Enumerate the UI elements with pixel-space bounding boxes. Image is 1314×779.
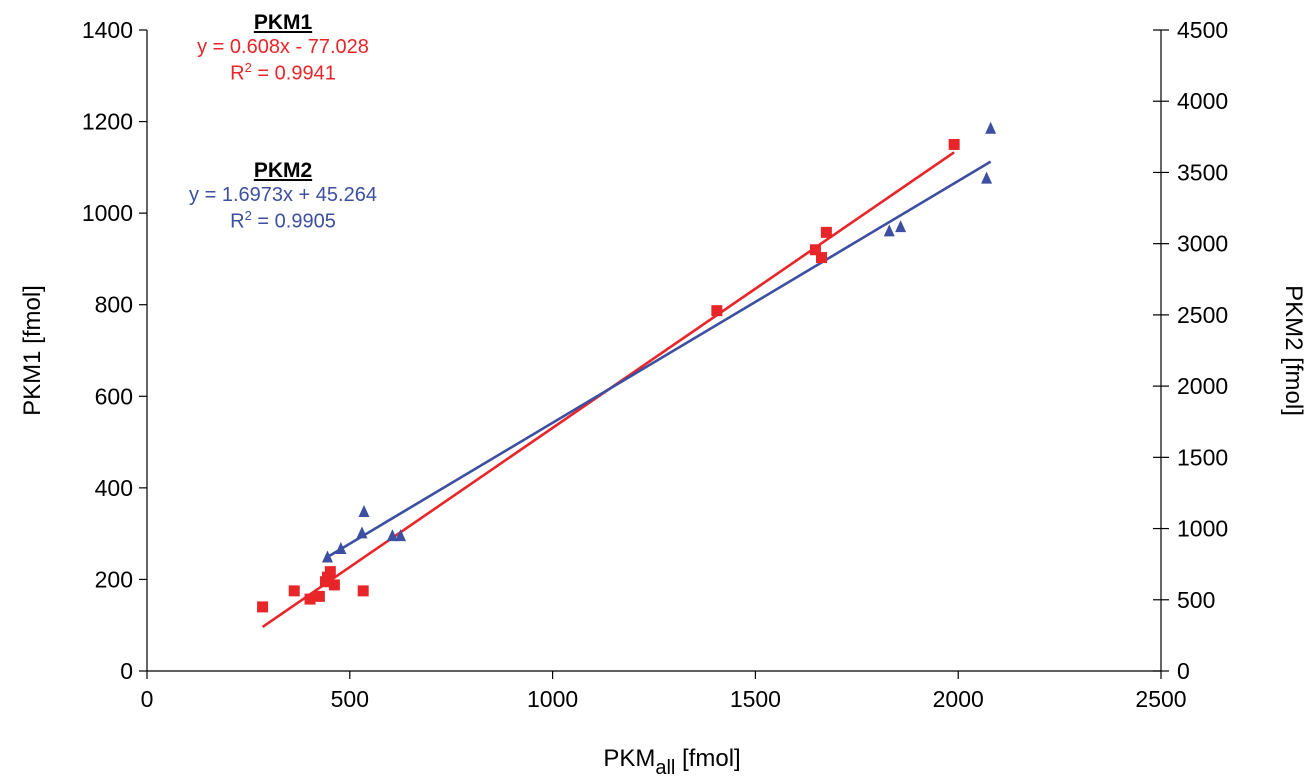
pkm1-point [328, 579, 340, 591]
right-y-axis-title: PKM2 [fmol] [1280, 285, 1307, 416]
trendlines [261, 151, 992, 629]
pkm2-point [985, 121, 997, 134]
right-y-tick-label: 1000 [1177, 516, 1228, 542]
left-y-axis-title: PKM1 [fmol] [19, 285, 46, 416]
pkm2-point [895, 220, 907, 233]
pkm1-point [711, 305, 723, 317]
right-y-tick-label: 2000 [1177, 373, 1228, 399]
x-tick-label: 0 [141, 686, 154, 712]
pkm2-point [335, 541, 347, 554]
pkm1-point [948, 138, 960, 150]
x-tick-label: 500 [331, 686, 369, 712]
pkm2-point [386, 529, 398, 542]
pkm2-point [356, 526, 368, 539]
axis-labels: 0 200 400 600 800 1000 1200 1400 0 500 1000 1500 200… [19, 17, 1307, 779]
right-y-tick-label: 4500 [1177, 17, 1228, 43]
right-y-tick-label: 4000 [1177, 88, 1228, 114]
pkm2-regression-annotation: PKM2 y = 1.6973x + 45.264 R2 = 0.9905 [168, 160, 398, 232]
right-y-tick-label: 1500 [1177, 444, 1228, 470]
x-tick-label: 1500 [730, 686, 781, 712]
pkm1-point [288, 585, 300, 597]
pkm1-point [304, 593, 316, 605]
pkm2-point [981, 171, 993, 184]
x-tick-label: 1000 [527, 686, 578, 712]
left-y-tick-label: 1000 [82, 200, 133, 226]
pkm1-point [357, 585, 369, 597]
x-tick-label: 2000 [933, 686, 984, 712]
right-y-tick-label: 3000 [1177, 231, 1228, 257]
left-y-tick-label: 600 [95, 383, 133, 409]
pkm2-r-squared: R2 = 0.9905 [230, 208, 336, 233]
pkm2-equation: y = 1.6973x + 45.264 [189, 184, 377, 206]
pkm1-point [816, 252, 828, 264]
pkm1-point [820, 226, 832, 238]
pkm1-point [257, 601, 269, 613]
x-axis-title: PKMall [fmol] [603, 745, 740, 779]
pkm2-point [358, 504, 370, 517]
pkm1-point [324, 566, 336, 578]
left-y-tick-label: 0 [120, 658, 133, 684]
right-y-tick-label: 2500 [1177, 302, 1228, 328]
pkm2-annotation-header: PKM2 [253, 159, 313, 182]
left-y-tick-label: 1200 [82, 109, 133, 135]
right-y-tick-label: 3500 [1177, 159, 1228, 185]
pkm1-point [809, 244, 821, 256]
pkm1-regression-annotation: PKM1 y = 0.608x - 77.028 R2 = 0.9941 [168, 12, 398, 84]
right-y-tick-label: 500 [1177, 587, 1215, 613]
left-y-tick-label: 800 [95, 292, 133, 318]
pkm1-r-squared: R2 = 0.9941 [230, 60, 336, 85]
x-tick-label: 2500 [1135, 686, 1186, 712]
left-y-tick-label: 1400 [82, 17, 133, 43]
data-points [257, 121, 997, 613]
pkm2-trendline [326, 160, 992, 559]
left-y-tick-label: 400 [95, 475, 133, 501]
right-y-tick-label: 0 [1177, 658, 1190, 684]
pkm2-point [883, 224, 895, 237]
pkm2-point [395, 529, 406, 542]
pkm1-point [313, 590, 325, 602]
pkm2-point [321, 550, 333, 563]
left-y-tick-label: 200 [95, 566, 133, 592]
pkm1-equation: y = 0.608x - 77.028 [197, 36, 369, 58]
pkm1-annotation-header: PKM1 [253, 11, 313, 34]
axes [139, 29, 1169, 679]
